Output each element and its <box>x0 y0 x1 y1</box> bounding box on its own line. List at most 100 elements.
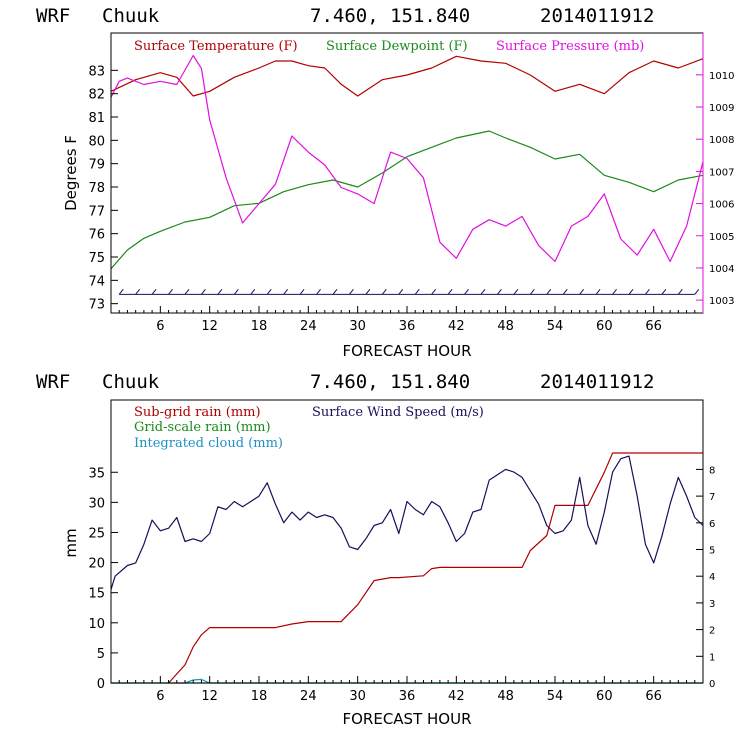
top-y2-tick-label-1005: 1005 <box>709 232 734 243</box>
wind-barb <box>217 289 223 295</box>
wind-barb <box>628 289 634 295</box>
top-x-tick-label-60: 60 <box>596 319 613 334</box>
top-wind-barbs <box>118 289 700 295</box>
top-y-tick-label-76: 76 <box>88 228 105 243</box>
wind-barb <box>562 289 568 295</box>
wind-barb <box>579 289 585 295</box>
top-y2-tick-label-1007: 1007 <box>709 167 734 178</box>
top-y2-tick-label-1006: 1006 <box>709 200 734 211</box>
bottom-y-tick-label-25: 25 <box>88 526 105 541</box>
wind-barb <box>694 289 700 295</box>
bottom-x-axis-ticks: 6 12 18 24 30 36 42 48 54 60 66 <box>118 676 696 704</box>
bottom-y-axis-ticks: 0 5 10 15 20 25 30 35 <box>88 466 118 692</box>
top-y-tick-label-74: 74 <box>88 274 105 289</box>
top-x-tick-label-30: 30 <box>349 319 366 334</box>
top-series-surface-dewpoint-f <box>110 130 704 270</box>
top-x-tick-label-24: 24 <box>300 319 317 334</box>
legend-surface-temperature: Surface Temperature (F) <box>134 39 298 54</box>
bottom-y2-tick-label-7: 7 <box>709 492 715 503</box>
bottom-y2-tick-label-4: 4 <box>709 572 715 583</box>
bottom-x-tick-label-6: 6 <box>156 689 164 704</box>
wind-barb <box>480 289 486 295</box>
bottom-y-tick-label-35: 35 <box>88 466 105 481</box>
bottom-y-tick-label-15: 15 <box>88 587 105 602</box>
bottom-x-tick-label-60: 60 <box>596 689 613 704</box>
bottom-header-model: WRF <box>36 371 70 393</box>
wind-barb <box>529 289 535 295</box>
bottom-x-tick-label-42: 42 <box>448 689 465 704</box>
bottom-y2-tick-label-2: 2 <box>709 626 715 637</box>
top-y2-tick-label-1004: 1004 <box>709 264 734 275</box>
wind-barb <box>645 289 650 295</box>
wind-barb <box>661 289 667 295</box>
wind-barb <box>398 289 404 295</box>
top-x-tick-label-42: 42 <box>448 319 465 334</box>
top-header-model: WRF <box>36 5 70 27</box>
bottom-x-tick-label-12: 12 <box>201 689 218 704</box>
wind-barb <box>151 289 157 295</box>
bottom-y-tick-label-20: 20 <box>88 557 105 572</box>
wind-barb <box>447 289 453 295</box>
wind-barb <box>677 289 683 295</box>
wind-barb <box>612 289 617 295</box>
legend-surface-pressure: Surface Pressure (mb) <box>496 39 644 54</box>
wind-barb <box>513 289 519 295</box>
top-y-axis-label: Degrees F <box>62 135 80 211</box>
bottom-header-station: Chuuk <box>102 371 160 393</box>
top-header-init: 2014011912 <box>540 5 654 27</box>
bottom-header-init: 2014011912 <box>540 371 654 393</box>
bottom-x-tick-label-30: 30 <box>349 689 366 704</box>
legend-integrated-cloud: Integrated cloud (mm) <box>134 436 283 451</box>
bottom-x-axis-label: FORECAST HOUR <box>342 710 471 728</box>
top-y2-tick-label-1009: 1009 <box>709 103 734 114</box>
top-x-tick-label-54: 54 <box>547 319 564 334</box>
wind-barb <box>299 289 305 295</box>
top-y-tick-label-83: 83 <box>88 64 105 79</box>
top-y2-tick-label-1008: 1008 <box>709 135 734 146</box>
top-y2-axis-ticks: 1003 1004 1005 1006 1007 1008 1009 1010 <box>696 71 734 307</box>
bottom-x-tick-label-66: 66 <box>645 689 662 704</box>
wind-barb <box>283 289 289 295</box>
legend-surface-dewpoint: Surface Dewpoint (F) <box>326 39 468 54</box>
bottom-x-tick-label-36: 36 <box>399 689 416 704</box>
wind-barb <box>250 289 256 295</box>
wind-barb <box>497 289 502 295</box>
top-x-axis-ticks: 6 12 18 24 30 36 42 48 54 60 66 <box>118 306 696 334</box>
bottom-x-tick-label-24: 24 <box>300 689 317 704</box>
bottom-y2-tick-label-6: 6 <box>709 519 715 530</box>
bottom-y2-tick-label-3: 3 <box>709 599 715 610</box>
wind-barb <box>266 289 272 295</box>
bottom-y-axis-label: mm <box>62 528 80 557</box>
legend-grid-scale-rain: Grid-scale rain (mm) <box>134 420 271 435</box>
bottom-y-tick-label-5: 5 <box>97 647 105 662</box>
wind-barb <box>168 289 173 295</box>
top-plot-series <box>110 54 704 270</box>
bottom-y-tick-label-30: 30 <box>88 496 105 511</box>
wind-barb <box>118 289 124 295</box>
top-x-tick-label-36: 36 <box>399 319 416 334</box>
top-series-surface-pressure-mb <box>110 54 704 263</box>
bottom-x-tick-label-18: 18 <box>251 689 268 704</box>
wind-barb <box>381 289 387 295</box>
top-y-tick-label-73: 73 <box>88 298 105 313</box>
top-y2-tick-label-1010: 1010 <box>709 71 734 82</box>
wind-barb <box>546 289 552 295</box>
bottom-y2-tick-label-1: 1 <box>709 652 715 663</box>
bottom-plot-series <box>110 452 704 684</box>
legend-subgrid-rain: Sub-grid rain (mm) <box>134 405 261 420</box>
top-x-axis-label: FORECAST HOUR <box>342 342 471 360</box>
bottom-y-tick-label-10: 10 <box>88 617 105 632</box>
top-y-tick-label-81: 81 <box>88 111 105 126</box>
bottom-x-tick-label-48: 48 <box>497 689 514 704</box>
wind-barb <box>464 289 469 295</box>
top-y-tick-label-82: 82 <box>88 88 105 103</box>
wind-barb <box>135 289 141 295</box>
top-x-tick-label-48: 48 <box>497 319 514 334</box>
bottom-header-coords: 7.460, 151.840 <box>310 371 470 393</box>
wind-barb <box>431 289 437 295</box>
bottom-y2-tick-label-5: 5 <box>709 546 715 557</box>
bottom-series-surface-wind-speed-m-s <box>110 455 704 590</box>
wind-barb <box>365 289 371 295</box>
wind-barb <box>201 289 206 295</box>
top-y-axis-ticks: 73 74 75 76 77 78 79 80 81 82 83 <box>88 64 118 313</box>
